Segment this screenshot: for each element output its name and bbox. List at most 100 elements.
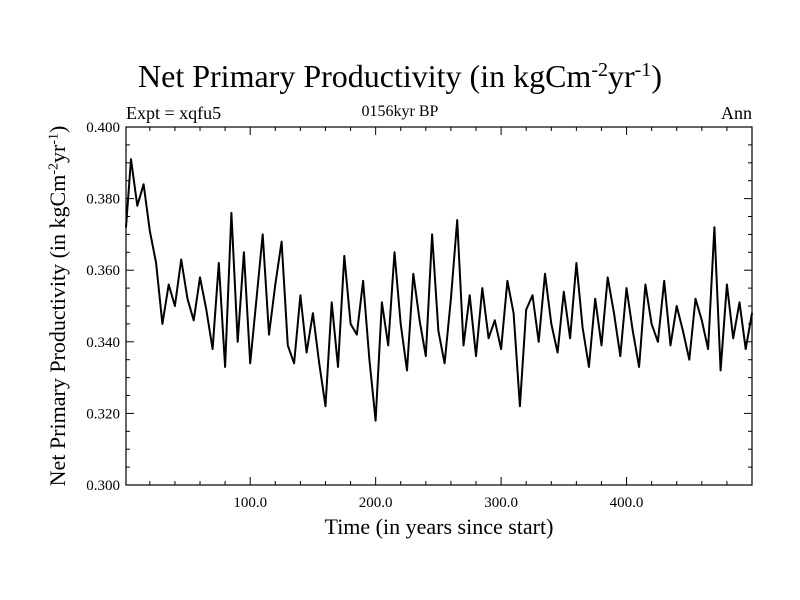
y-tick-label: 0.340 — [86, 335, 120, 351]
data-point — [619, 355, 622, 357]
x-tick-label: 300.0 — [484, 495, 518, 511]
data-point — [412, 273, 415, 275]
x-tick-label: 200.0 — [359, 495, 393, 511]
data-point — [268, 333, 270, 336]
data-point — [563, 290, 565, 293]
data-point — [468, 294, 471, 297]
data-point — [368, 358, 371, 361]
data-point — [738, 301, 741, 304]
data-point — [638, 366, 640, 368]
data-point — [374, 419, 377, 422]
y-tick-label: 0.360 — [86, 263, 120, 279]
data-point — [437, 330, 440, 332]
data-point — [506, 280, 509, 282]
data-point — [418, 319, 421, 322]
data-point — [525, 308, 527, 311]
data-point — [481, 287, 484, 289]
data-point — [381, 301, 383, 304]
data-point — [500, 348, 502, 350]
x-tick-label: 100.0 — [233, 495, 267, 511]
data-point — [556, 351, 559, 354]
data-point — [462, 344, 465, 347]
data-point — [707, 348, 709, 350]
data-point — [130, 158, 132, 160]
data-point — [657, 341, 659, 343]
data-point — [167, 283, 170, 286]
x-tick-label: 400.0 — [610, 495, 644, 511]
x-axis-label: Time (in years since start) — [324, 514, 554, 539]
data-point — [330, 301, 333, 304]
data-point — [274, 283, 277, 286]
data-point — [425, 355, 427, 357]
data-point — [180, 258, 182, 261]
data-point — [305, 351, 308, 354]
chart-title: Net Primary Productivity (in kgCm-2yr-1) — [138, 58, 662, 94]
data-point — [606, 276, 609, 279]
data-point — [224, 366, 226, 368]
data-point — [293, 362, 295, 365]
plot-frame — [125, 126, 753, 486]
data-point — [249, 362, 251, 365]
data-point — [174, 305, 176, 307]
data-point — [149, 230, 151, 232]
data-point — [387, 344, 390, 347]
data-point — [569, 337, 571, 340]
data-point — [230, 212, 233, 214]
data-point — [494, 319, 496, 322]
y-tick-label: 0.320 — [86, 406, 120, 422]
data-point — [663, 280, 665, 282]
data-point — [456, 219, 459, 221]
data-point — [719, 369, 722, 372]
data-point — [337, 366, 339, 368]
y-tick-label: 0.400 — [86, 120, 120, 136]
data-point — [243, 251, 245, 254]
data-point — [393, 251, 396, 254]
data-point — [142, 183, 145, 186]
data-point — [682, 330, 684, 332]
data-point — [318, 362, 321, 365]
data-point — [192, 319, 195, 322]
data-point — [136, 205, 139, 207]
y-tick-label: 0.300 — [86, 478, 120, 494]
data-point — [324, 405, 327, 408]
data-point — [675, 305, 678, 307]
data-point — [688, 358, 691, 361]
data-point — [694, 298, 697, 300]
data-point — [726, 283, 728, 286]
data-point — [644, 283, 647, 286]
data-point — [600, 344, 603, 347]
data-point — [218, 262, 220, 264]
data-point — [399, 323, 402, 325]
data-point — [669, 344, 672, 347]
data-point — [594, 298, 596, 300]
data-point — [312, 312, 314, 315]
data-point — [255, 298, 258, 300]
data-point — [199, 276, 201, 279]
data-point — [701, 319, 703, 322]
data-point — [744, 348, 747, 350]
chart-subtitle: 0156kyr BP — [361, 103, 439, 120]
data-point — [155, 262, 157, 264]
data-point — [356, 333, 358, 336]
data-point — [588, 366, 590, 368]
data-point — [280, 240, 283, 243]
data-point — [531, 294, 534, 297]
data-point — [125, 226, 127, 228]
data-point — [732, 337, 734, 340]
data-point — [443, 362, 446, 365]
data-point — [211, 348, 214, 350]
data-point — [713, 226, 716, 228]
data-point — [431, 233, 433, 236]
data-point — [406, 369, 408, 372]
data-point — [186, 298, 189, 300]
data-point — [650, 323, 653, 325]
data-point — [613, 312, 615, 315]
data-point — [581, 326, 584, 329]
data-point — [537, 341, 540, 343]
data-point — [475, 355, 477, 357]
data-point — [343, 255, 346, 257]
experiment-label: Expt = xqfu5 — [126, 103, 222, 123]
data-point — [625, 287, 628, 289]
data-point — [287, 344, 289, 347]
